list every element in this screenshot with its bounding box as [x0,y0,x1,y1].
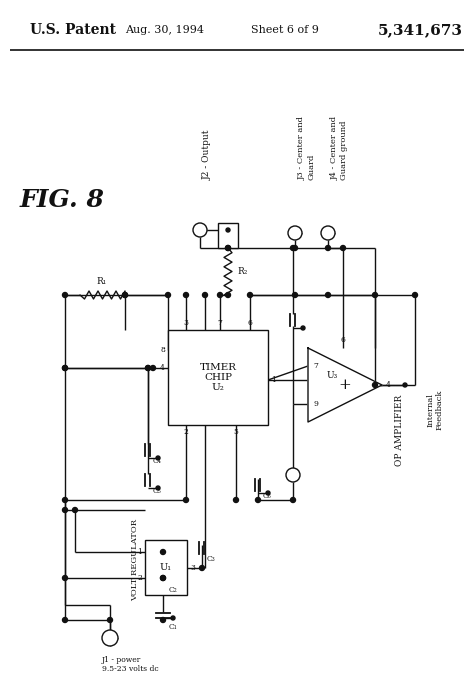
Bar [168,330,268,425]
Circle shape [146,365,151,370]
Text: 7: 7 [314,362,319,370]
Text: 6: 6 [340,336,346,344]
Circle shape [151,365,155,370]
Circle shape [63,292,67,297]
Circle shape [183,498,189,503]
Text: C₂: C₂ [169,586,178,594]
Circle shape [200,565,204,571]
Text: Sheet 6 of 9: Sheet 6 of 9 [251,25,319,35]
Circle shape [171,616,175,620]
Circle shape [286,468,300,482]
Text: VOLT REGULATOR: VOLT REGULATOR [131,519,139,601]
Text: Aug. 30, 1994: Aug. 30, 1994 [126,25,204,35]
Text: 5: 5 [234,428,238,436]
Circle shape [326,292,330,297]
Text: 5,341,673: 5,341,673 [377,23,463,37]
Circle shape [412,292,418,297]
Text: FIG. 8: FIG. 8 [19,188,104,212]
Circle shape [226,228,230,232]
Text: 1: 1 [271,376,276,384]
Circle shape [288,226,302,240]
Text: C₆: C₆ [263,492,272,500]
Circle shape [183,292,189,297]
Circle shape [292,292,298,297]
Circle shape [63,365,67,370]
Text: R₁: R₁ [97,277,107,286]
Circle shape [226,292,230,297]
Circle shape [161,550,165,555]
Text: 8: 8 [160,346,165,354]
Text: 7: 7 [218,319,222,327]
Circle shape [292,246,298,251]
Text: C₄: C₄ [153,457,162,465]
Text: J4 - Center and
Guard ground: J4 - Center and Guard ground [331,116,348,180]
Circle shape [255,498,261,503]
Text: 2: 2 [183,428,189,436]
Text: J2 - Output: J2 - Output [203,129,212,180]
Text: J3 - Center and
Guard: J3 - Center and Guard [298,116,315,180]
Circle shape [122,292,128,297]
Text: 4: 4 [386,381,391,389]
Circle shape [165,292,171,297]
Text: 6: 6 [247,319,253,327]
Text: 1: 1 [137,548,142,556]
Text: C₁: C₁ [169,623,178,631]
Text: C₃: C₃ [207,555,216,563]
Circle shape [63,365,67,370]
Circle shape [247,292,253,297]
Text: TIMER
CHIP
U₂: TIMER CHIP U₂ [200,363,237,393]
Circle shape [156,456,160,460]
Text: 9: 9 [314,400,319,408]
Text: C₅: C₅ [153,487,162,495]
Circle shape [321,226,335,240]
Circle shape [301,326,305,330]
Circle shape [161,576,165,580]
Circle shape [218,292,222,297]
Circle shape [122,292,128,297]
Circle shape [226,246,230,251]
Circle shape [102,630,118,646]
Circle shape [403,383,407,387]
Circle shape [193,223,207,237]
Circle shape [326,246,330,251]
Circle shape [63,498,67,503]
Bar [218,223,238,248]
Circle shape [108,617,112,622]
Text: 3: 3 [190,564,195,572]
Text: 3: 3 [183,319,189,327]
Circle shape [373,383,377,388]
Text: 2: 2 [137,574,142,582]
Circle shape [73,507,78,512]
Circle shape [234,498,238,503]
Circle shape [161,576,165,580]
Text: 4: 4 [160,364,165,372]
Circle shape [156,486,160,490]
Text: R₂: R₂ [237,267,247,276]
Circle shape [161,617,165,622]
Text: U.S. Patent: U.S. Patent [30,23,116,37]
Circle shape [291,246,295,251]
Bar [145,540,187,595]
Text: Internal
Feedback: Internal Feedback [427,390,444,430]
Circle shape [340,246,346,251]
Circle shape [63,617,67,622]
Text: +: + [338,378,351,392]
Text: J1 - power
9.5-23 volts dc: J1 - power 9.5-23 volts dc [102,656,159,673]
Circle shape [63,576,67,580]
Text: U₃: U₃ [327,370,337,379]
Circle shape [291,498,295,503]
Circle shape [63,507,67,512]
Circle shape [266,491,270,495]
Circle shape [202,292,208,297]
Text: OP AMPLIFIER: OP AMPLIFIER [395,395,404,466]
Text: U₁: U₁ [160,563,172,572]
Circle shape [226,246,230,251]
Circle shape [373,292,377,297]
Polygon shape [308,348,382,422]
Circle shape [146,365,151,370]
